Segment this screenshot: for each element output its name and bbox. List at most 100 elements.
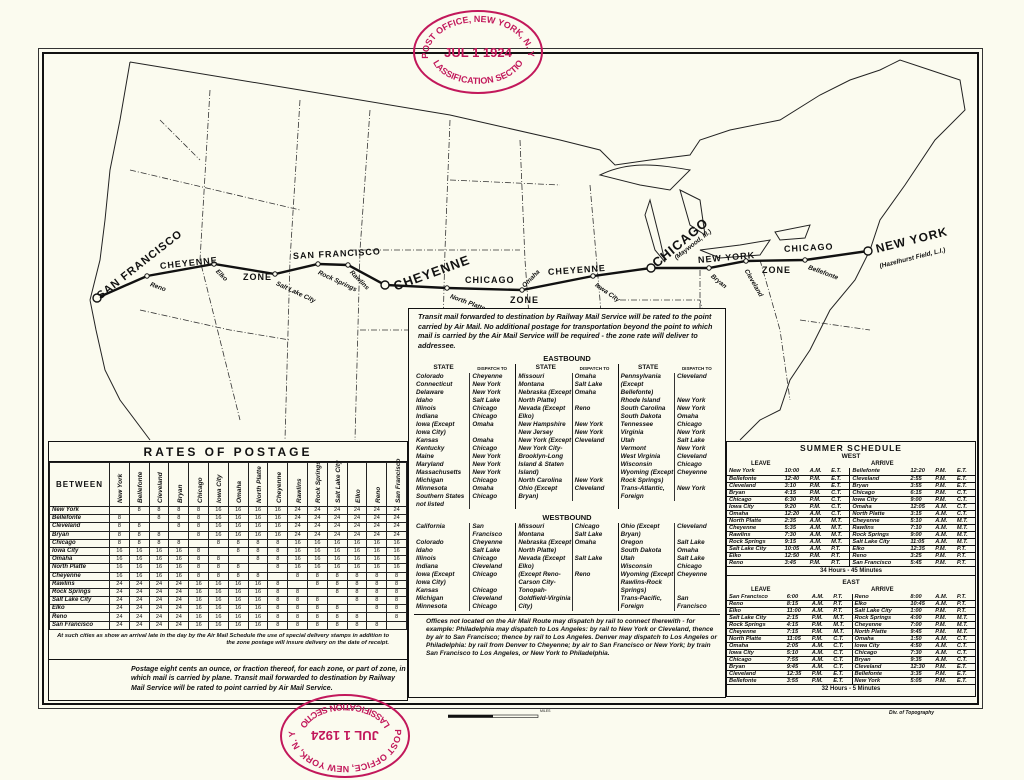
arrive-time: 3:15	[908, 510, 934, 518]
leave-zone: C.T.	[829, 503, 850, 511]
leave-ampm: P.M.	[807, 496, 830, 504]
schedule-row: North Platte 11:05 P.M. C.T. Omaha 1:50 A.M. C.…	[727, 635, 975, 643]
rate-cell: 8	[326, 579, 348, 589]
dispatch-row: Iowa (Except Iowa City) Omaha	[416, 421, 513, 437]
dispatch-row: Wyoming (Except Rock Springs) Cheyenne	[621, 469, 718, 485]
arrive-time: 4:50	[908, 642, 934, 650]
stop-elko	[211, 261, 217, 267]
eastbound-column: STATE DISPATCH TO Missouri Omaha Montana Salt…	[516, 364, 619, 509]
dispatch-point: Chicago	[673, 563, 718, 571]
rate-cell: 24	[306, 522, 328, 532]
summer-schedule-panel: SUMMER SCHEDULE WEST LEAVE ARRIVE New Yor…	[726, 441, 976, 697]
rates-row-city: Chicago	[49, 538, 110, 548]
rate-cell	[109, 505, 130, 516]
arrive-zone: C.T.	[954, 503, 975, 511]
rate-cell: 24	[386, 505, 407, 516]
state-name: Nebraska (Except North Platte)	[518, 539, 572, 554]
leave-city: Rock Springs	[727, 538, 783, 546]
rate-cell: 8	[168, 514, 190, 524]
state-name: Minnesota	[416, 485, 448, 492]
arrive-ampm: P.M.	[933, 614, 955, 622]
state-name: Iowa (Except Iowa City)	[416, 421, 455, 436]
dispatch-row: Tennessee Chicago	[621, 421, 718, 429]
rates-column-header: Reno	[366, 462, 388, 507]
state-name: Nebraska (Except North Platte)	[518, 389, 572, 404]
leave-city: New York	[727, 468, 783, 476]
leave-city: Elko	[727, 607, 785, 615]
dispatch-point: San Francisco	[469, 523, 513, 539]
rate-cell: 16	[128, 555, 150, 565]
rate-cell: 8	[109, 522, 130, 532]
rate-cell: 24	[346, 522, 368, 532]
state-name: California	[416, 523, 446, 530]
rate-cell: 24	[109, 579, 130, 589]
label-chicago-west: CHICAGO	[465, 275, 515, 285]
rate-cell: 16	[247, 505, 269, 516]
rate-cell: 16	[128, 571, 150, 581]
dispatch-point: New York	[469, 461, 513, 469]
rates-row: Omaha 16 16 16 16 8 8 8 8 16 16 16 16 16 16	[49, 555, 407, 565]
leave-zone: C.T.	[831, 635, 853, 643]
rate-cell: 8	[188, 563, 209, 573]
arrive-ampm: A.M.	[933, 600, 955, 608]
rate-cell	[148, 522, 170, 532]
dispatch-point: New York	[469, 469, 513, 477]
arrive-ampm: A.M.	[933, 531, 955, 539]
dispatch-point: Salt Lake	[673, 437, 718, 445]
leave-time: 3:45	[782, 559, 808, 567]
rate-cell: 24	[366, 522, 388, 532]
leave-ampm: A.M.	[807, 517, 830, 525]
rate-cell: 16	[227, 579, 249, 589]
leave-zone: C.T.	[831, 649, 853, 657]
rate-cell: 16	[128, 546, 150, 557]
rate-cell: 24	[128, 587, 150, 598]
rate-cell: 8	[306, 620, 328, 630]
schedule-row: North Platte 2:35 A.M. M.T. Cheyenne 5:10 A.M.…	[727, 517, 975, 525]
leave-city: Chicago	[727, 656, 785, 664]
rate-cell: 16	[227, 505, 249, 516]
dispatch-row: South Dakota Omaha	[621, 547, 718, 555]
arrive-ampm: A.M.	[933, 656, 955, 664]
rate-cell: 16	[227, 596, 249, 606]
state-name: Michigan	[416, 477, 444, 484]
rates-row: Cheyenne 16 16 16 16 8 8 8 8 8 8 8 8 8 8	[49, 571, 407, 581]
rate-cell: 16	[247, 620, 269, 630]
rate-cell: 16	[346, 538, 368, 548]
eastbound-title: EASTBOUND	[543, 354, 591, 363]
dispatch-row: Nevada (Except Elko) Reno	[518, 405, 615, 421]
rate-cell: 16	[227, 604, 249, 614]
leave-time: 4:15	[784, 621, 810, 629]
great-lakes	[598, 164, 811, 263]
arrive-zone: P.T.	[954, 593, 975, 601]
state-name: Nevada (Except Elko)	[518, 555, 566, 570]
west-title: WEST	[841, 453, 861, 460]
arrive-time: 12:30	[908, 663, 934, 671]
arrive-time: 12:20	[908, 468, 934, 476]
rate-cell: 8	[346, 620, 368, 630]
leave-ampm: A.M.	[809, 607, 832, 615]
rate-cell: 24	[306, 505, 328, 516]
arrive-city: Cheyenne	[849, 517, 909, 525]
rate-cell: 16	[287, 538, 308, 548]
leave-ampm: A.M.	[809, 600, 832, 608]
rate-cell: 8	[306, 604, 328, 614]
schedule-row: New York 10:00 A.M. E.T. Bellefonte 12:20 P.M.…	[727, 468, 975, 476]
leave-time: 8:15	[784, 600, 810, 608]
arrive-zone: M.T.	[954, 517, 975, 525]
state-name: Utah	[620, 437, 635, 444]
arrive-ampm: P.M.	[933, 628, 955, 636]
arrive-city: North Platte	[849, 510, 909, 518]
dispatch-row: Michigan Chicago	[416, 477, 513, 485]
rate-cell: 8	[267, 546, 289, 557]
leave-zone: P.T.	[829, 552, 850, 560]
leave-zone: C.T.	[829, 489, 850, 497]
state-name: Connecticut	[416, 381, 453, 388]
arrive-time: 2:55	[908, 475, 934, 483]
stop-bellefonte	[802, 257, 808, 263]
rate-cell: 24	[148, 620, 170, 630]
stop-omaha	[519, 287, 525, 293]
state-header: STATE	[637, 364, 659, 371]
rates-row-city: Cheyenne	[49, 571, 110, 581]
rate-cell: 8	[207, 538, 229, 548]
rate-cell: 8	[188, 505, 209, 516]
